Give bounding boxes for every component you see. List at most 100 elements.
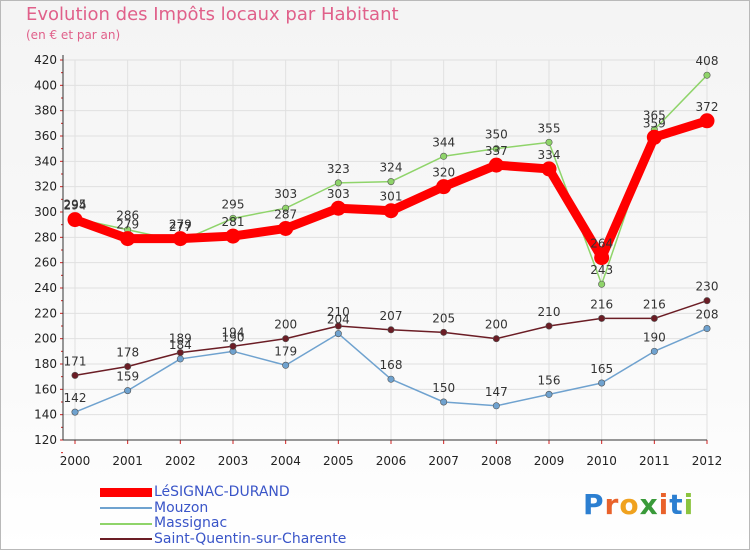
data-point-lesignac-durand (120, 231, 136, 247)
data-point-massignac (545, 138, 553, 146)
data-point-saint-quentin-sur-charente (703, 297, 711, 305)
data-label-saint-quentin-sur-charente: 194 (222, 325, 245, 339)
x-tick-label: 2005 (323, 454, 354, 468)
data-point-lesignac-durand (172, 231, 188, 247)
data-point-saint-quentin-sur-charente (598, 314, 606, 322)
chart-subtitle: (en € et par an) (26, 28, 121, 42)
legend-label: LéSIGNAC-DURAND (154, 484, 290, 501)
data-point-massignac (440, 152, 448, 160)
data-label-massignac: 286 (116, 209, 139, 223)
data-point-massignac (703, 71, 711, 79)
data-label-lesignac-durand: 281 (222, 215, 245, 229)
data-label-lesignac-durand: 264 (590, 237, 613, 251)
data-label-lesignac-durand: 372 (696, 100, 719, 114)
data-point-mouzon (334, 330, 342, 338)
data-label-massignac: 303 (274, 187, 297, 201)
data-label-mouzon: 190 (643, 330, 666, 344)
legend-item-massignac: Massignac (100, 516, 346, 532)
data-point-massignac (229, 214, 237, 222)
proxiti-logo: Proxiti (583, 488, 694, 521)
data-label-mouzon: 150 (432, 381, 455, 395)
data-label-mouzon: 168 (380, 358, 403, 372)
data-point-mouzon (650, 347, 658, 355)
data-label-saint-quentin-sur-charente: 189 (169, 332, 192, 346)
data-label-massignac: 323 (327, 162, 350, 176)
data-label-lesignac-durand: 303 (327, 187, 350, 201)
y-tick-label: 240 (34, 281, 57, 295)
x-tick-label: 2006 (376, 454, 407, 468)
x-tick-label: 2001 (112, 454, 143, 468)
y-tick-label: 140 (34, 408, 57, 422)
data-point-massignac (492, 145, 500, 153)
y-tick-label: 200 (34, 332, 57, 346)
data-label-massignac: 408 (696, 54, 719, 68)
data-label-lesignac-durand: 334 (538, 148, 561, 162)
data-label-lesignac-durand: 320 (432, 166, 455, 180)
data-point-mouzon (598, 379, 606, 387)
x-tick-label: 2009 (534, 454, 565, 468)
logo-letter: i (658, 488, 670, 521)
data-label-saint-quentin-sur-charente: 207 (380, 309, 403, 323)
data-point-mouzon (440, 398, 448, 406)
data-label-lesignac-durand: 337 (485, 144, 508, 158)
data-label-mouzon: 179 (274, 344, 297, 358)
y-tick-label: 420 (34, 53, 57, 67)
data-label-saint-quentin-sur-charente: 216 (590, 297, 613, 311)
data-labels: 142 159 184 190 179 204 168 150 147 156 165 190 208 1… (64, 54, 719, 405)
data-label-mouzon: 142 (64, 391, 87, 405)
data-label-massignac: 365 (643, 109, 666, 123)
data-label-saint-quentin-sur-charente: 205 (432, 311, 455, 325)
legend-swatch-saint-quentin (100, 538, 152, 541)
logo-letter: x (639, 488, 659, 521)
data-label-saint-quentin-sur-charente: 178 (116, 346, 139, 360)
x-tick-label: 2003 (218, 454, 249, 468)
data-label-mouzon: 190 (222, 330, 245, 344)
data-label-mouzon: 147 (485, 385, 508, 399)
data-label-mouzon: 165 (590, 362, 613, 376)
data-point-lesignac-durand (383, 203, 399, 219)
data-label-massignac: 295 (222, 197, 245, 211)
data-point-mouzon (387, 375, 395, 383)
data-label-lesignac-durand: 287 (274, 207, 297, 221)
y-tick-label: 180 (34, 357, 57, 371)
data-point-saint-quentin-sur-charente (334, 322, 342, 330)
legend-swatch-lesignac-durand (100, 488, 152, 498)
data-point-saint-quentin-sur-charente (176, 349, 184, 357)
data-point-saint-quentin-sur-charente (440, 328, 448, 336)
y-tick-label: 260 (34, 256, 57, 270)
data-point-mouzon (545, 390, 553, 398)
data-label-lesignac-durand: 359 (643, 116, 666, 130)
data-point-saint-quentin-sur-charente (71, 371, 79, 379)
y-tick-label: 280 (34, 230, 57, 244)
x-tick-label: 2002 (165, 454, 196, 468)
legend-label: Saint-Quentin-sur-Charente (154, 530, 347, 547)
data-point-lesignac-durand (67, 212, 83, 228)
logo-letter: r (604, 488, 620, 521)
x-tick-label: 2007 (428, 454, 459, 468)
data-point-saint-quentin-sur-charente (492, 335, 500, 343)
data-point-mouzon (282, 361, 290, 369)
data-label-lesignac-durand: 279 (116, 218, 139, 232)
data-point-lesignac-durand (436, 179, 452, 195)
data-point-saint-quentin-sur-charente (282, 335, 290, 343)
data-point-mouzon (124, 387, 132, 395)
data-label-massignac: 344 (432, 135, 455, 149)
data-label-mouzon: 159 (116, 370, 139, 384)
data-point-lesignac-durand (488, 157, 504, 173)
data-label-lesignac-durand: 301 (380, 190, 403, 204)
data-point-lesignac-durand (330, 200, 346, 216)
data-point-saint-quentin-sur-charente (229, 342, 237, 350)
legend-label: Massignac (154, 515, 228, 532)
data-point-lesignac-durand (699, 113, 715, 129)
logo-letter: o (619, 488, 640, 521)
data-label-massignac: 243 (590, 263, 613, 277)
x-tick-label: 2012 (692, 454, 723, 468)
legend-item-mouzon: Mouzon (100, 500, 346, 517)
data-label-massignac: 324 (380, 161, 403, 175)
y-tick-label: 400 (34, 78, 57, 92)
data-point-lesignac-durand (278, 220, 294, 236)
data-label-saint-quentin-sur-charente: 200 (274, 318, 297, 332)
y-tick-label: 120 (34, 433, 57, 447)
y-tick-label: 300 (34, 205, 57, 219)
